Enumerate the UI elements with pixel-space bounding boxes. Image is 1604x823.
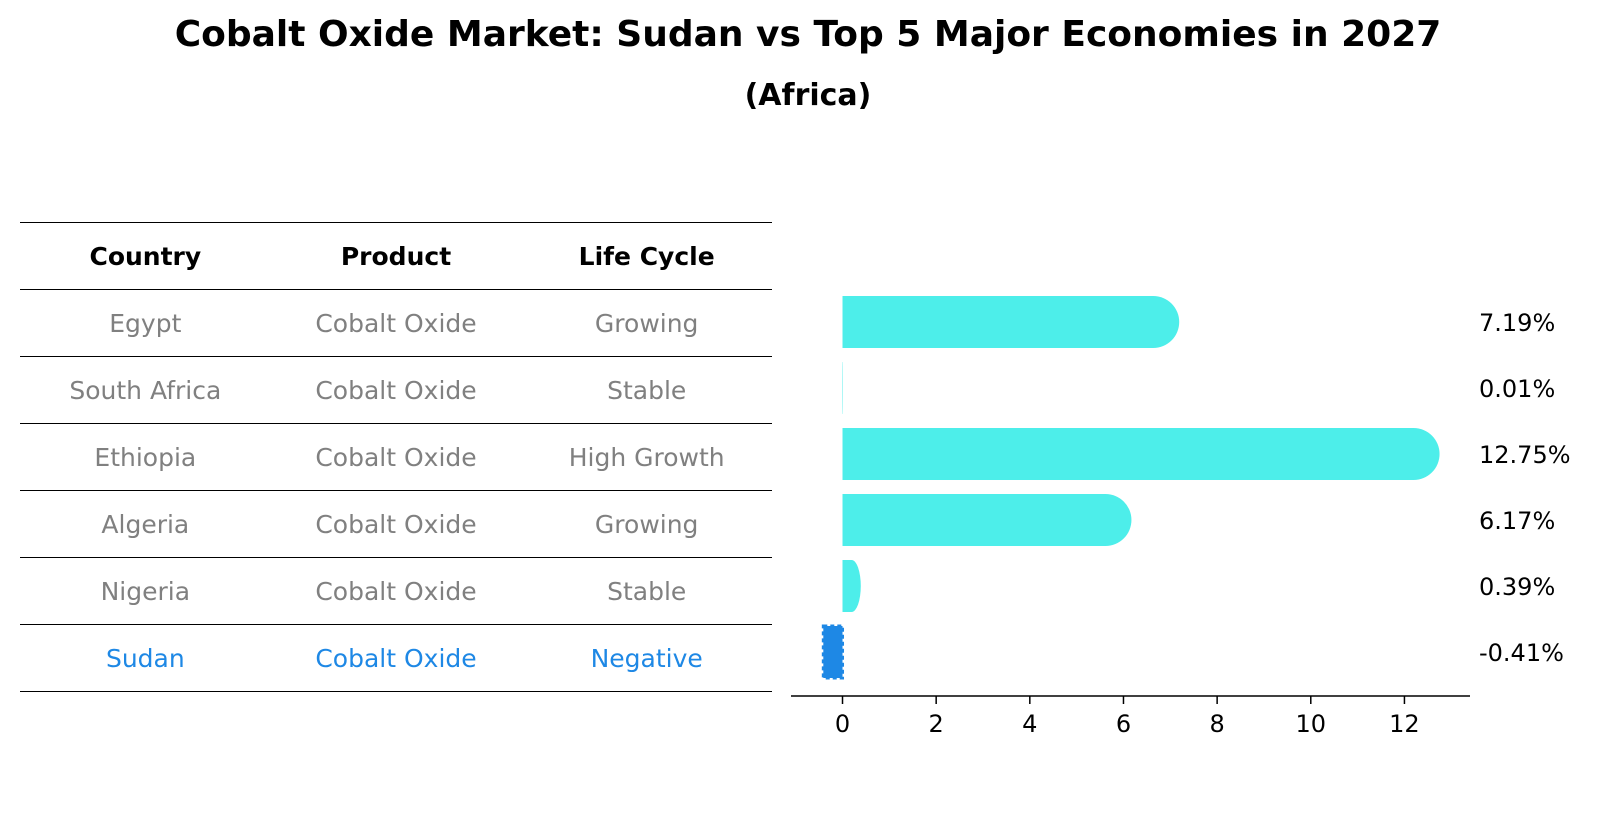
cell-product: Cobalt Oxide [315,643,477,673]
cell-country: Egypt [109,308,182,338]
cell-country: South Africa [69,375,222,405]
table-header-row: Country Product Life Cycle [20,222,772,289]
value-label: 0.39% [1479,573,1555,601]
value-label: -0.41% [1479,639,1564,667]
x-tick-label: 10 [1296,710,1327,738]
chart-title: Cobalt Oxide Market: Sudan vs Top 5 Majo… [174,14,1442,55]
x-tick-label: 6 [1116,710,1131,738]
table-row: South Africa Cobalt Oxide Stable [20,356,772,423]
x-tick-label: 8 [1209,710,1224,738]
country-table: Country Product Life Cycle Egypt Cobalt … [20,222,772,692]
table-row: Egypt Cobalt Oxide Growing [20,289,772,356]
value-label: 6.17% [1479,507,1555,535]
table-row: Algeria Cobalt Oxide Growing [20,490,772,557]
value-label: 0.01% [1479,375,1555,403]
cell-life-cycle: Growing [594,509,699,539]
cell-life-cycle: High Growth [568,442,725,472]
x-tick-label: 2 [929,710,944,738]
header-product: Product [340,241,452,271]
cell-product: Cobalt Oxide [315,308,477,338]
cell-product: Cobalt Oxide [315,375,477,405]
x-tick-label: 12 [1389,710,1420,738]
table-row: Nigeria Cobalt Oxide Stable [20,557,772,624]
bar-nigeria [842,560,861,612]
header-life-cycle: Life Cycle [578,241,715,271]
bar-algeria [842,494,1132,546]
header-country: Country [89,241,202,271]
cell-country: Sudan [105,643,185,673]
value-label: 12.75% [1479,441,1571,469]
cell-product: Cobalt Oxide [315,509,477,539]
cell-country: Ethiopia [94,442,197,472]
bar-sudan [821,624,845,680]
value-label: 7.19% [1479,309,1555,337]
bar-ethiopia [842,428,1440,480]
cell-country: Nigeria [100,576,191,606]
bar-egypt [842,296,1180,348]
x-tick-label: 4 [1022,710,1037,738]
cell-product: Cobalt Oxide [315,576,477,606]
table-row-highlight: Sudan Cobalt Oxide Negative [20,624,772,692]
cell-life-cycle: Stable [607,576,687,606]
cell-life-cycle: Stable [607,375,687,405]
chart-subtitle: (Africa) [744,78,872,113]
cell-product: Cobalt Oxide [315,442,477,472]
x-tick-label: 0 [835,710,850,738]
cell-country: Algeria [101,509,190,539]
table-row: Ethiopia Cobalt Oxide High Growth [20,423,772,490]
cell-life-cycle: Growing [594,308,699,338]
cell-life-cycle: Negative [590,643,703,673]
